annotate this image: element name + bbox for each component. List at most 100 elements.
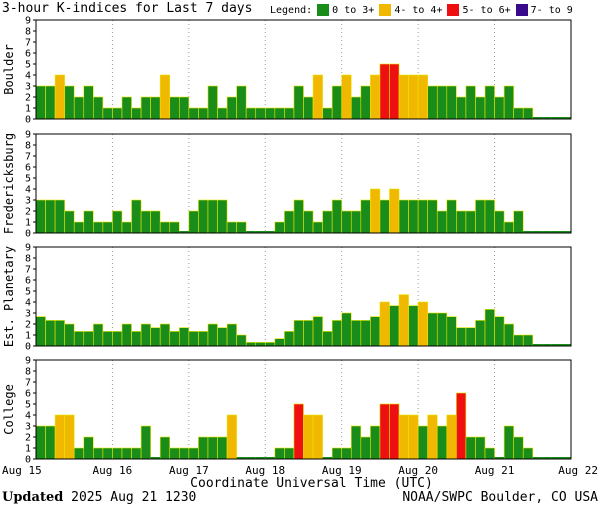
panel-college-bar xyxy=(417,425,428,460)
panel-est-planetary-bar xyxy=(188,331,199,347)
panel-est-planetary-bar xyxy=(379,301,390,347)
panel-est-planetary-bar xyxy=(389,305,400,347)
panel-est-planetary-bar xyxy=(417,301,428,347)
panel-est-planetary-bar xyxy=(54,320,65,347)
panel-fredericksburg-bar xyxy=(427,199,438,234)
panel-boulder-bar xyxy=(93,96,104,120)
panel-college-bar xyxy=(312,414,323,460)
panel-fredericksburg-ytick-label: 6 xyxy=(25,163,31,174)
panel-boulder-bar xyxy=(303,96,314,120)
panel-est-planetary-bar xyxy=(198,331,209,347)
panel-boulder-frame xyxy=(35,19,572,120)
panel-fredericksburg-bar xyxy=(169,221,180,234)
panel-est-planetary-bar xyxy=(331,320,343,347)
panel-est-planetary-bar xyxy=(360,320,371,347)
panel-est-planetary-bar xyxy=(264,342,276,347)
panel-est-planetary-bar xyxy=(284,331,295,347)
panel-boulder-bar xyxy=(255,107,266,120)
panel-est-planetary-bar xyxy=(274,338,285,347)
panel-boulder-ytick-label: 2 xyxy=(25,93,31,104)
panel-college-bar xyxy=(198,436,209,460)
panel-boulder-bar xyxy=(236,85,247,120)
panel-est-planetary-ytick-label: 3 xyxy=(25,309,31,320)
plot-area: 0123456789Boulder0123456789Fredericksbur… xyxy=(2,16,598,491)
panel-fredericksburg-label: Fredericksburg xyxy=(2,133,16,234)
panel-college-bar xyxy=(446,414,457,460)
panel-college-ytick-label: 6 xyxy=(25,389,31,400)
updated-label: Updated xyxy=(2,490,64,505)
panel-fredericksburg-bar xyxy=(417,199,428,234)
panel-est-planetary-bar xyxy=(73,331,85,347)
panel-boulder-bar xyxy=(179,96,190,120)
panel-fredericksburg-bar xyxy=(484,199,495,234)
panel-est-planetary-bar xyxy=(341,312,352,347)
panel-est-planetary-bar xyxy=(446,316,457,347)
panel-boulder-bar xyxy=(102,107,113,120)
panel-est-planetary-bar xyxy=(169,331,180,347)
panel-college-bar xyxy=(93,447,104,460)
panel-fredericksburg-bar xyxy=(312,221,323,234)
panel-fredericksburg-bar xyxy=(140,210,151,234)
panel-fredericksburg-bar xyxy=(159,221,171,234)
panel-est-planetary-bar xyxy=(255,342,266,347)
panel-boulder-ytick-label: 5 xyxy=(25,60,31,71)
panel-est-planetary-ytick-label: 4 xyxy=(25,298,31,309)
panel-fredericksburg-bar xyxy=(198,199,209,234)
panel-boulder-bar xyxy=(484,85,495,120)
panel-boulder-bar xyxy=(331,85,343,120)
panel-boulder-bar xyxy=(121,96,132,120)
panel-college-bar xyxy=(408,414,419,460)
panel-boulder-bar xyxy=(159,74,171,120)
panel-est-planetary-bar xyxy=(35,316,46,347)
panel-fredericksburg-ytick-label: 1 xyxy=(25,218,31,229)
panel-est-planetary-bar xyxy=(102,331,113,347)
panel-est-planetary-bar xyxy=(245,342,257,347)
panel-fredericksburg-bar xyxy=(379,199,390,234)
panel-college-bar xyxy=(341,447,352,460)
legend-label: Legend: xyxy=(270,4,313,16)
panel-boulder-bar xyxy=(475,96,486,120)
panel-college-bar xyxy=(360,436,371,460)
legend-swatch-yellow xyxy=(379,4,392,16)
panel-fredericksburg-bar xyxy=(398,199,409,234)
panel-fredericksburg-bar xyxy=(274,221,285,234)
x-tick-label: Aug 16 xyxy=(93,464,133,477)
panel-est-planetary-bar xyxy=(236,334,247,347)
panel-fredericksburg-bar xyxy=(93,221,104,234)
panel-est-planetary-bar xyxy=(121,323,132,347)
panel-fredericksburg-bar xyxy=(494,210,505,234)
panel-college-bar xyxy=(427,414,438,460)
panel-fredericksburg-bar xyxy=(54,199,65,234)
panel-est-planetary-bar xyxy=(150,327,161,347)
panel-est-planetary-bar xyxy=(494,316,505,347)
panel-college-bar xyxy=(436,425,448,460)
panel-college-bar xyxy=(370,425,381,460)
panel-est-planetary-bar xyxy=(93,323,104,347)
panel-fredericksburg-bar xyxy=(456,210,467,234)
panel-fredericksburg-bar xyxy=(503,221,514,234)
panel-fredericksburg-bar xyxy=(35,199,46,234)
panel-boulder-bar xyxy=(398,74,409,120)
panel-boulder-bar xyxy=(408,74,419,120)
panel-fredericksburg-bar xyxy=(331,199,343,234)
chart-title: 3-hour K-indices for Last 7 days xyxy=(2,1,253,16)
panel-est-planetary-bar xyxy=(513,334,524,347)
panel-est-planetary-bar xyxy=(503,323,514,347)
panel-boulder-bar xyxy=(198,107,209,120)
panel-boulder-bar xyxy=(83,85,94,120)
panel-college-bar xyxy=(379,403,390,460)
panel-college-ytick-label: 1 xyxy=(25,444,31,455)
panel-fredericksburg-bar xyxy=(83,210,94,234)
panel-est-planetary-bar xyxy=(226,323,237,347)
panel-est-planetary-bar xyxy=(45,320,56,347)
panel-fredericksburg-bar xyxy=(360,199,371,234)
panel-college-bar xyxy=(331,447,343,460)
panel-fredericksburg-ytick-label: 2 xyxy=(25,207,31,218)
panel-college-bar xyxy=(83,436,94,460)
updated-value: 2025 Aug 21 1230 xyxy=(71,490,197,505)
panel-est-planetary-bar xyxy=(293,320,304,347)
panel-fredericksburg-bar xyxy=(436,210,448,234)
panel-college-bar xyxy=(303,414,314,460)
panel-college-bar xyxy=(226,414,237,460)
panel-boulder-bar xyxy=(494,96,505,120)
